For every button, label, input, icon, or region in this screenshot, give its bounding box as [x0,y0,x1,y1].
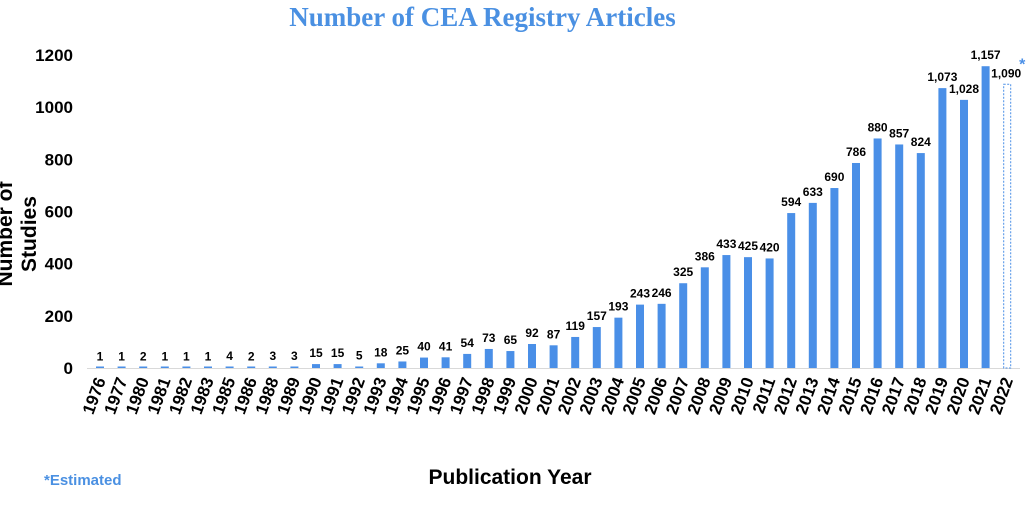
data-label: 2 [140,349,147,363]
bar [808,202,817,368]
bar [355,366,364,368]
bar [744,257,752,368]
bar [312,364,320,368]
data-label: 40 [417,340,431,354]
data-label: 87 [547,327,561,341]
bar [873,138,882,368]
bar [96,366,104,368]
data-label: 1,073 [927,70,957,84]
data-label: 15 [309,346,323,360]
bar [657,303,666,368]
data-label: 425 [738,239,758,253]
data-label: 5 [356,349,363,363]
data-label: 1 [183,350,190,364]
data-label: 119 [566,319,586,333]
bar [787,213,796,368]
bar [528,344,536,368]
bar [139,366,148,368]
bar [506,351,515,368]
bar [981,66,990,369]
y-tick-label: 800 [45,150,73,169]
data-label: 1 [205,350,212,364]
data-label: 786 [846,145,866,159]
data-label: 4 [226,349,233,363]
data-label: 41 [439,339,453,353]
data-label: 1 [161,350,168,364]
y-tick-label: 1000 [35,98,73,117]
bar [484,348,493,368]
bar [117,366,126,368]
bar [592,327,601,368]
data-label: 15 [331,346,345,360]
data-label: 18 [374,345,388,359]
estimated-asterisk: * [1019,57,1026,74]
bar-estimated [1003,83,1012,369]
data-label: 325 [673,265,693,279]
bar [160,366,169,368]
data-label: 243 [630,287,650,301]
data-label: 65 [504,333,518,347]
data-label: 2 [248,349,255,363]
data-label: 433 [716,237,736,251]
bar [571,336,580,368]
y-tick-label: 400 [45,255,73,274]
data-label: 1,157 [971,48,1001,62]
data-label: 1,090 [991,67,1021,81]
data-label: 3 [269,349,276,363]
data-label: 824 [911,135,931,149]
data-label: 73 [482,331,496,345]
bar [225,366,234,368]
bar [852,162,860,368]
bar [830,188,839,368]
data-label: 1,028 [949,82,979,96]
y-tick-label: 200 [45,307,73,326]
data-label: 3 [291,349,298,363]
bar [247,366,256,368]
x-axis-label: Publication Year [428,466,592,489]
bar [420,357,428,368]
bar [916,153,925,368]
bar [441,357,450,368]
bar [679,283,688,368]
bar [398,361,407,368]
y-tick-label: 1200 [35,46,73,65]
bar [765,258,774,368]
data-label: 1 [118,350,125,364]
data-label: 880 [868,120,888,134]
data-label: 54 [461,336,475,350]
bar [722,255,731,368]
data-label: 193 [608,300,628,314]
data-label: 246 [652,286,672,300]
data-label: 420 [760,240,780,254]
bar [960,99,968,368]
bar [614,317,623,368]
bar [182,366,191,368]
bar [290,366,299,368]
data-label: 690 [824,170,844,184]
bar [333,364,342,368]
data-label: 386 [695,249,715,263]
bar [549,345,558,368]
bar [204,366,212,368]
data-label: 633 [803,185,823,199]
chart-title: Number of CEA Registry Articles [289,2,676,32]
bar [268,366,277,368]
data-label: 157 [587,309,607,323]
bar [376,363,385,368]
bar [700,267,709,368]
data-label: 92 [525,326,539,340]
bar [938,88,947,369]
data-label: 1 [97,350,104,364]
y-tick-label: 600 [45,203,73,222]
estimated-note: *Estimated [44,472,122,489]
bar [895,144,904,368]
bar [636,304,644,368]
data-label: 857 [889,126,909,140]
data-label: 25 [396,343,410,357]
data-label: 594 [781,195,801,209]
y-tick-label: 0 [64,359,73,378]
bar [463,353,472,368]
